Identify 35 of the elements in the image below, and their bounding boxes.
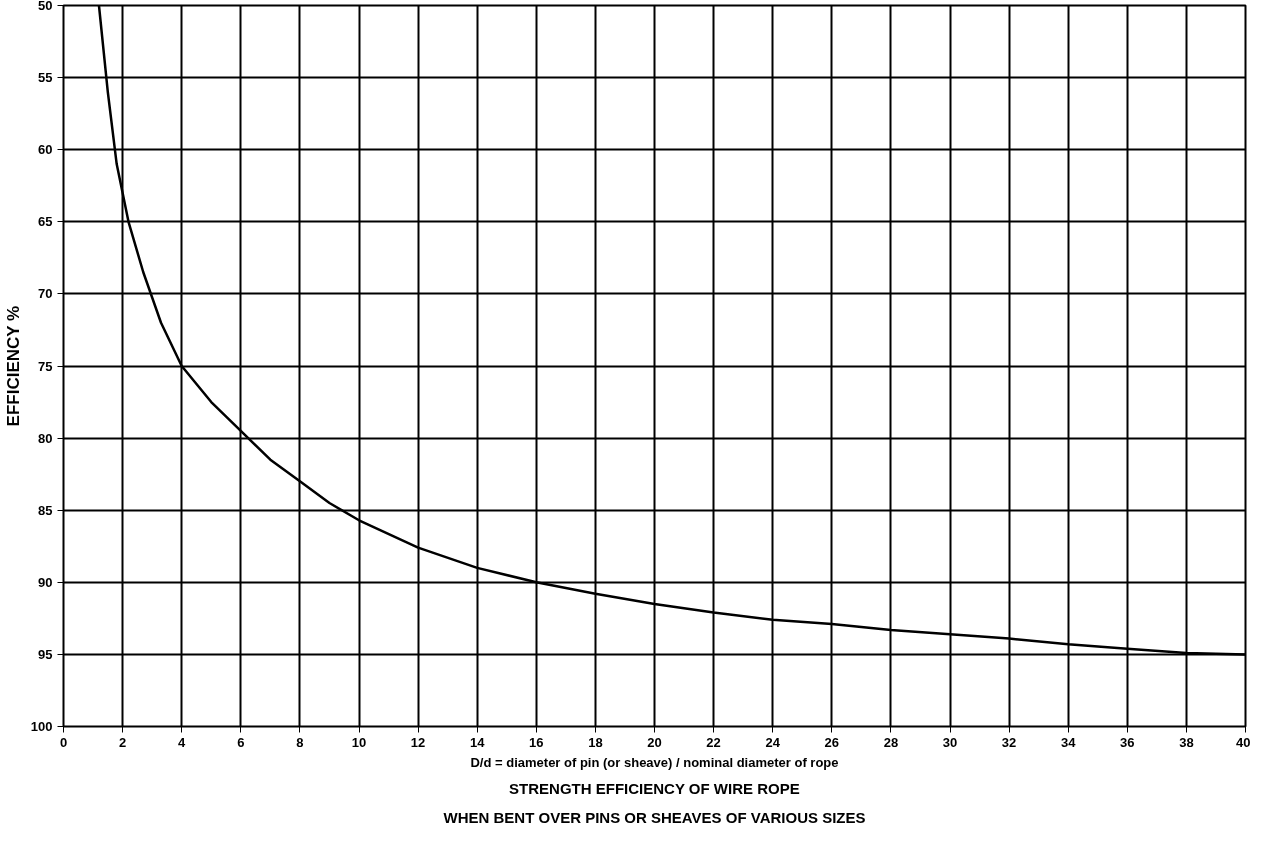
x-tick-label: 32	[1001, 734, 1017, 750]
text: STRENGTH EFFICIENCY OF WIRE ROPE WHEN BENT OVER PINS OR SHEAVES OF VARIOUS SIZES	[443, 779, 866, 826]
x-tick-label: 34	[1060, 734, 1077, 750]
x-tick-label: 0	[59, 734, 68, 750]
x-tick-label: 20	[647, 734, 662, 750]
y-tick-label: 55	[38, 70, 53, 86]
x-tick-label: 38	[1179, 734, 1194, 750]
y-tick-label: 85	[38, 502, 53, 518]
x-tick-label: 2	[118, 734, 127, 750]
y-axis-title: EFFICIENCY %	[3, 305, 23, 427]
x-tick-label: 16	[529, 734, 544, 750]
x-tick-label: 30	[942, 734, 958, 750]
y-tick-label: 50	[38, 0, 53, 13]
x-tick-label: 4	[178, 734, 187, 750]
y-tick-label: 100	[30, 719, 53, 734]
x-tick-label: 28	[883, 734, 899, 750]
x-tick-label: 24	[765, 734, 781, 750]
y-tick-label: 70	[38, 286, 53, 302]
y-tick-label: 60	[38, 142, 53, 158]
x-tick-label: 18	[588, 734, 603, 750]
x-tick-label: 26	[824, 734, 840, 750]
y-tick-label: 90	[38, 574, 53, 590]
x-tick-label: 36	[1120, 734, 1135, 750]
y-tick-label: 75	[38, 358, 53, 374]
y-tick-label: 95	[38, 646, 53, 662]
y-tick-label: 65	[38, 214, 53, 230]
x-tick-label: 14	[469, 734, 486, 750]
x-axis-title: D/d = diameter of pin (or sheave) / nominal diameter of rope	[470, 754, 839, 770]
x-tick-label: 12	[410, 734, 426, 750]
x-tick-label: 10	[351, 734, 367, 750]
y-tick-label: 80	[38, 430, 53, 446]
x-tick-label: 40	[1236, 734, 1251, 750]
x-tick-label: 6	[237, 734, 245, 750]
x-tick-label: 8	[296, 734, 304, 750]
x-tick-label: 22	[706, 734, 721, 750]
